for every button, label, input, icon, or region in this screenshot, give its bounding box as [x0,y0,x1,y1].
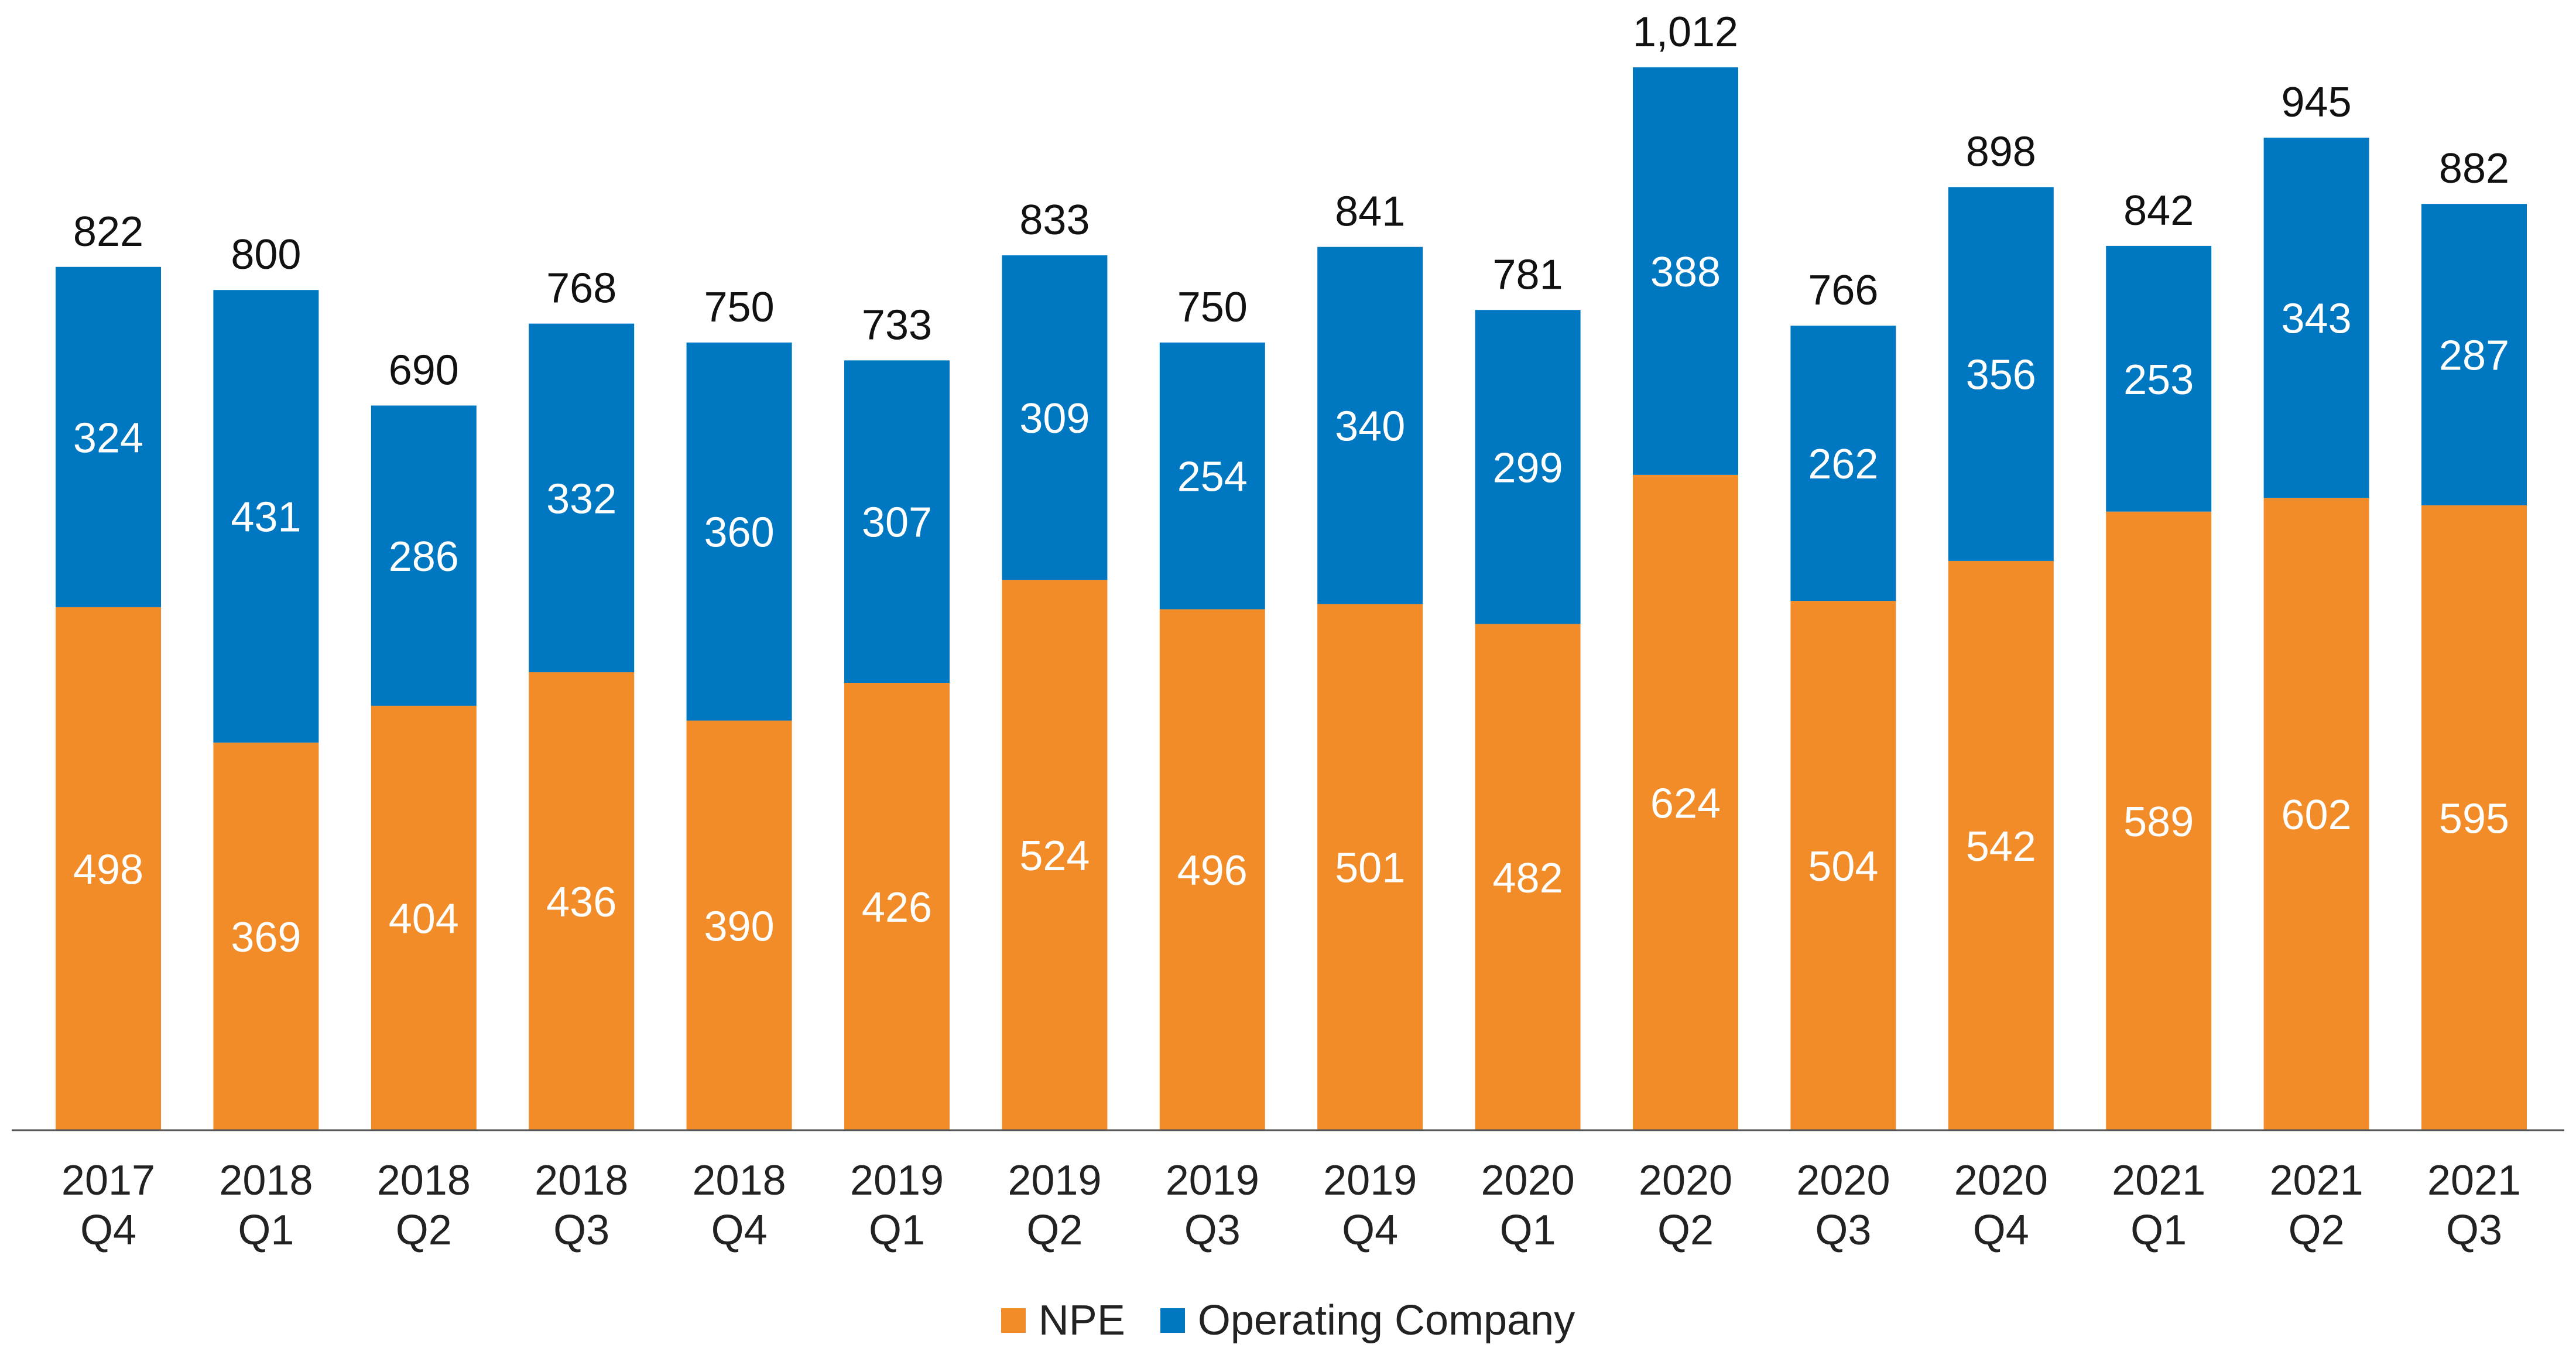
x-tick-quarter-2019-q4: Q4 [1342,1207,1398,1254]
x-tick-year-2018-q1: 2018 [219,1157,313,1204]
total-label-2020-q2: 1,012 [1633,9,1738,56]
value-label-npe-2021-q2: 602 [2282,792,2352,839]
value-label-operating-company-2020-q2: 388 [1650,249,1721,296]
total-label-2020-q1: 781 [1493,251,1563,298]
total-label-2019-q3: 750 [1177,284,1248,331]
value-label-operating-company-2019-q3: 254 [1177,454,1248,501]
x-tick-year-2018-q2: 2018 [377,1157,471,1204]
value-label-npe-2019-q1: 426 [862,884,932,931]
x-tick-quarter-2020-q4: Q4 [1973,1207,2029,1254]
x-tick-year-2018-q3: 2018 [535,1157,628,1204]
x-tick-quarter-2021-q1: Q1 [2130,1207,2187,1254]
value-label-npe-2018-q3: 436 [546,879,616,926]
x-tick-quarter-2021-q3: Q3 [2446,1207,2502,1254]
value-label-npe-2020-q4: 542 [1966,823,2036,870]
legend-label-npe: NPE [1039,1297,1125,1345]
legend-swatch-operating-company [1160,1308,1185,1333]
value-label-operating-company-2018-q2: 286 [389,533,459,580]
x-tick-year-2021-q2: 2021 [2270,1157,2363,1204]
value-label-operating-company-2018-q3: 332 [546,476,616,522]
value-label-npe-2020-q3: 504 [1808,843,1878,890]
x-tick-quarter-2018-q2: Q2 [396,1207,452,1254]
total-label-2019-q2: 833 [1019,197,1090,244]
legend-label-operating-company: Operating Company [1198,1297,1575,1345]
legend-swatch-npe [1001,1308,1026,1333]
x-tick-quarter-2019-q1: Q1 [869,1207,925,1254]
value-label-operating-company-2021-q1: 253 [2123,357,2194,403]
value-label-operating-company-2019-q2: 309 [1019,395,1090,442]
x-tick-year-2018-q4: 2018 [693,1157,786,1204]
value-label-npe-2021-q1: 589 [2123,799,2194,846]
value-label-npe-2019-q3: 496 [1177,847,1248,894]
stacked-bar-chart: 498 324 822 369 431 800 404 286 690 436 332 768 390 3… [0,0,2576,1358]
total-label-2019-q4: 841 [1335,189,1405,235]
value-label-operating-company-2019-q1: 307 [862,500,932,546]
x-tick-year-2021-q3: 2021 [2427,1157,2521,1204]
x-tick-year-2020-q4: 2020 [1954,1157,2048,1204]
x-tick-year-2017-q4: 2017 [61,1157,155,1204]
value-label-operating-company-2020-q4: 356 [1966,352,2036,399]
value-label-operating-company-2017-q4: 324 [73,415,143,461]
x-tick-quarter-2019-q3: Q3 [1184,1207,1241,1254]
value-label-operating-company-2018-q1: 431 [231,494,301,541]
total-label-2018-q2: 690 [389,347,459,394]
value-label-operating-company-2021-q2: 343 [2282,296,2352,343]
value-label-npe-2018-q2: 404 [389,896,459,943]
x-tick-year-2020-q2: 2020 [1639,1157,1732,1204]
x-tick-quarter-2018-q4: Q4 [711,1207,768,1254]
x-tick-quarter-2019-q2: Q2 [1026,1207,1083,1254]
total-label-2020-q4: 898 [1966,128,2036,175]
value-label-npe-2019-q2: 524 [1019,833,1090,880]
value-label-operating-company-2018-q4: 360 [704,509,775,556]
chart-plot: 498 324 822 369 431 800 404 286 690 436 332 768 390 3… [0,0,2576,1288]
x-tick-quarter-2017-q4: Q4 [80,1207,136,1254]
total-label-2017-q4: 822 [73,208,143,255]
x-tick-year-2020-q1: 2020 [1481,1157,1575,1204]
x-tick-year-2019-q4: 2019 [1323,1157,1417,1204]
legend-item-npe: NPE [1001,1297,1125,1345]
x-tick-quarter-2020-q1: Q1 [1500,1207,1556,1254]
x-tick-quarter-2018-q1: Q1 [238,1207,294,1254]
legend-item-operating-company: Operating Company [1160,1297,1575,1345]
total-label-2018-q4: 750 [704,284,775,331]
total-label-2021-q2: 945 [2282,79,2352,126]
x-tick-year-2020-q3: 2020 [1796,1157,1890,1204]
x-tick-quarter-2020-q2: Q2 [1657,1207,1714,1254]
value-label-npe-2017-q4: 498 [73,846,143,893]
legend: NPE Operating Company [0,1288,2576,1353]
value-label-npe-2020-q2: 624 [1650,780,1721,827]
x-tick-year-2019-q2: 2019 [1008,1157,1101,1204]
total-label-2021-q1: 842 [2123,187,2194,234]
total-label-2018-q3: 768 [546,265,616,312]
x-tick-quarter-2020-q3: Q3 [1815,1207,1871,1254]
x-tick-quarter-2021-q2: Q2 [2289,1207,2345,1254]
x-tick-labels: 2017Q42018Q12018Q22018Q32018Q42019Q12019… [61,1157,2521,1254]
value-label-operating-company-2021-q3: 287 [2439,333,2509,379]
total-label-2019-q1: 733 [862,302,932,348]
x-tick-quarter-2018-q3: Q3 [553,1207,609,1254]
x-tick-year-2021-q1: 2021 [2112,1157,2205,1204]
value-label-npe-2018-q4: 390 [704,903,775,950]
total-label-2021-q3: 882 [2439,145,2509,192]
x-tick-year-2019-q3: 2019 [1166,1157,1259,1204]
total-label-2018-q1: 800 [231,231,301,278]
x-tick-year-2019-q1: 2019 [850,1157,944,1204]
value-label-operating-company-2020-q3: 262 [1808,441,1878,488]
value-label-npe-2019-q4: 501 [1335,845,1405,892]
value-label-npe-2018-q1: 369 [231,914,301,961]
value-label-operating-company-2019-q4: 340 [1335,403,1405,450]
value-label-npe-2020-q1: 482 [1493,855,1563,902]
total-label-2020-q3: 766 [1808,267,1878,314]
value-label-operating-company-2020-q1: 299 [1493,444,1563,491]
value-label-npe-2021-q3: 595 [2439,795,2509,842]
